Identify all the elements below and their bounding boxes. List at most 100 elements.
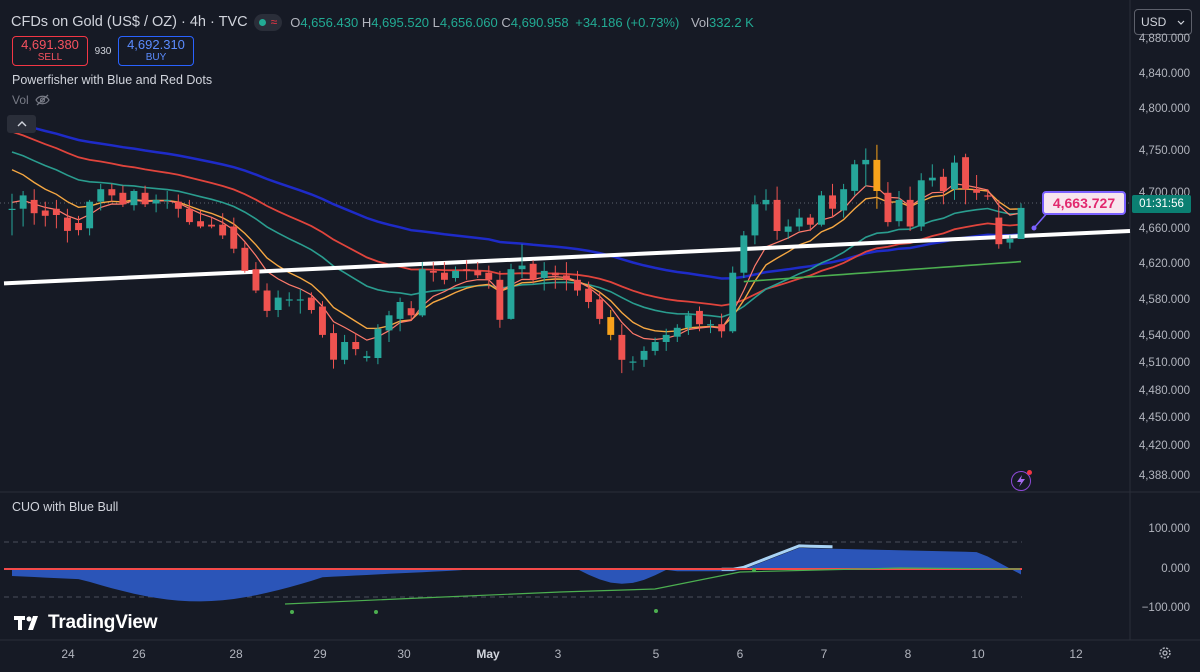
candle-body [962, 157, 969, 190]
volume-indicator-row[interactable]: Vol [12, 93, 50, 107]
candle-body [86, 201, 94, 229]
last-price-countdown: 01:31:56 [1132, 195, 1191, 213]
notification-dot [1027, 470, 1032, 475]
candle-body [928, 177, 936, 181]
oscillator-marker-dot [374, 610, 378, 614]
candle-body [762, 199, 770, 205]
ma-salmon-line [11, 183, 1022, 341]
main-indicator-label[interactable]: Powerfisher with Blue and Red Dots [12, 73, 213, 87]
candle-body [829, 195, 836, 209]
oscillator-area [12, 547, 1021, 602]
currency-select[interactable]: USD [1134, 9, 1192, 35]
candle-body [707, 324, 714, 326]
high-label: H [361, 14, 372, 30]
open-value: 4,656.430 [300, 14, 359, 30]
price-axis-label: 4,420.000 [1138, 440, 1190, 452]
candle-body [1017, 207, 1025, 239]
price-axis-label: 4,840.000 [1138, 68, 1190, 80]
price-axis-label: 4,620.000 [1138, 258, 1190, 270]
time-axis-label: May [476, 647, 500, 661]
candle-body [396, 302, 404, 319]
price-axis-label: 4,510.000 [1138, 357, 1190, 369]
candle-body [673, 327, 681, 337]
candle-body [119, 192, 127, 205]
time-axis-label: 5 [652, 647, 660, 661]
time-axis-label: 8 [904, 647, 912, 661]
candle-body [795, 217, 803, 227]
candle-body [640, 350, 648, 360]
buy-button[interactable]: 4,692.310 BUY [118, 36, 194, 66]
collapse-legend-button[interactable] [7, 115, 36, 133]
callout-anchor[interactable] [1031, 225, 1037, 231]
tradingview-logo[interactable]: TradingView [14, 612, 158, 634]
candle-body [773, 199, 781, 231]
candle-body [618, 334, 626, 360]
candle-body [30, 199, 38, 214]
candle-body [8, 208, 16, 210]
candle-body [64, 217, 71, 231]
oscillator-marker-dot [290, 610, 294, 614]
candle-body [651, 342, 659, 351]
chevron-down-icon [1177, 20, 1185, 25]
oscillator-marker-dot [654, 609, 658, 613]
candle-body [363, 356, 371, 358]
ma-teal-line [11, 151, 1022, 318]
candle-body [407, 308, 415, 316]
buy-label: BUY [145, 52, 167, 63]
oscillator-indicator-label[interactable]: CUO with Blue Bull [12, 500, 119, 514]
candle-body [529, 263, 537, 280]
status-pill[interactable]: ≈ [253, 13, 283, 31]
candle-body [574, 279, 581, 291]
eye-hidden-icon[interactable] [34, 94, 50, 106]
candle-body [263, 290, 271, 311]
candle-body [274, 297, 282, 310]
oscillator-axis-label: −100.000 [1141, 602, 1190, 614]
low-value: 4,656.060 [439, 14, 498, 30]
symbol-title[interactable]: CFDs on Gold (US$ / OZ) · 4h · TVC [11, 14, 248, 30]
candle-body [252, 269, 260, 291]
flash-alerts-button[interactable] [1011, 470, 1032, 491]
candle-body [518, 265, 526, 270]
candle-body [307, 297, 315, 310]
price-axis-label: 4,580.000 [1138, 294, 1190, 306]
candle-body [341, 342, 349, 360]
candle-body [452, 270, 459, 278]
candle-body [540, 270, 548, 278]
candle-body [219, 224, 227, 236]
candle-body [485, 272, 493, 280]
candle-body [186, 208, 193, 223]
tradingview-wordmark: TradingView [48, 612, 158, 633]
price-axis-label: 4,480.000 [1138, 385, 1190, 397]
oscillator-signal-line [284, 567, 1021, 605]
candle-body [296, 299, 304, 301]
candle-body [197, 221, 204, 227]
candle-body [19, 195, 27, 209]
price-axis-label: 4,540.000 [1138, 330, 1190, 342]
change-value: +34.186 (+0.73%) [575, 14, 680, 30]
oscillator-highlight [721, 544, 833, 571]
candle-body [241, 247, 249, 271]
settings-gear-icon[interactable] [1157, 645, 1173, 661]
price-axis-label: 4,880.000 [1138, 33, 1190, 45]
sell-button[interactable]: 4,691.380 SELL [12, 36, 88, 66]
trendline[interactable] [3, 229, 1131, 286]
chevron-up-icon [17, 121, 26, 127]
candle-body [751, 204, 759, 236]
candle-body [330, 333, 337, 360]
candle-body [130, 191, 138, 206]
price-callout[interactable]: 4,663.727 [1042, 191, 1126, 215]
candle-body [607, 317, 615, 335]
volume-value: 332.2 K [709, 14, 754, 30]
candle-body [285, 299, 293, 301]
candle-body [784, 226, 792, 232]
candle-body [718, 324, 726, 332]
time-axis-label: 6 [736, 647, 744, 661]
lightning-icon [1017, 475, 1025, 487]
candle-body [352, 342, 360, 350]
candle-body [551, 272, 559, 276]
oscillator [4, 544, 1022, 614]
candle-body [696, 310, 703, 325]
ma-green-line [743, 260, 1022, 283]
oscillator-axis-label: 100.000 [1148, 523, 1190, 535]
